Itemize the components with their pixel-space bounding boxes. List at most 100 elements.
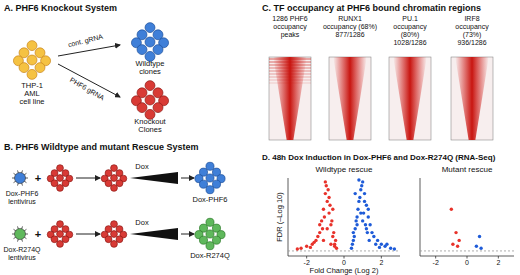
- label: Clones: [138, 125, 162, 134]
- heatmap-signal: [393, 57, 427, 140]
- gene-point: [333, 245, 336, 248]
- gene-point: [378, 246, 381, 249]
- gene-point: [329, 243, 332, 246]
- x-tick-label: -2: [304, 259, 310, 266]
- gene-point: [326, 188, 329, 191]
- cell: [111, 175, 118, 182]
- gene-point: [331, 208, 334, 211]
- x-tick-label: 2: [379, 259, 383, 266]
- label: Dox: [135, 162, 149, 171]
- label: PHF6 gRNA: [68, 76, 106, 102]
- gene-point: [351, 243, 354, 246]
- signal-row: [269, 77, 311, 78]
- chart-title: Wildtype rescue: [316, 165, 373, 174]
- arrow: [181, 178, 194, 179]
- signal-band: [393, 57, 427, 140]
- signal-row: [269, 62, 311, 63]
- label: 1028/1286: [393, 39, 426, 46]
- gene-point: [358, 196, 361, 199]
- arrow: [76, 178, 100, 179]
- red-cells: [47, 165, 73, 192]
- gene-point: [456, 245, 459, 248]
- gene-point: [454, 231, 457, 234]
- series: [475, 235, 483, 250]
- cell: [57, 231, 64, 238]
- cell: [206, 174, 214, 182]
- gene-point: [324, 180, 327, 183]
- series: [296, 180, 339, 250]
- gene-point: [318, 231, 321, 234]
- gene-point: [305, 245, 308, 248]
- heatmap-frame: [389, 57, 431, 140]
- gene-point: [370, 231, 373, 234]
- gene-point: [457, 239, 460, 242]
- gene-point: [360, 184, 363, 187]
- gene-point: [350, 247, 353, 250]
- cell: [145, 81, 155, 91]
- cell: [51, 180, 58, 187]
- gene-point: [328, 204, 331, 207]
- label: cell line: [19, 97, 44, 106]
- label: occupancy (68%): [323, 23, 377, 31]
- cell: [62, 180, 69, 187]
- virus: [12, 170, 28, 185]
- plot-area: [420, 208, 514, 251]
- heatmap-signal: [269, 57, 311, 140]
- series: [350, 178, 396, 250]
- gene-point: [450, 208, 453, 211]
- label: lentivirus: [8, 198, 36, 205]
- panel-title: D. 48h Dox Induction in Dox-PHF6 and Dox…: [262, 153, 496, 162]
- label: Dox: [135, 218, 149, 227]
- gene-point: [330, 219, 333, 222]
- heatmap-signal: [455, 57, 489, 140]
- signal-band: [455, 57, 489, 140]
- cell: [206, 242, 214, 250]
- cell: [137, 103, 147, 113]
- label: IRF8: [464, 15, 479, 22]
- cell: [206, 186, 214, 194]
- gene-point: [327, 196, 330, 199]
- signal-row: [269, 59, 311, 60]
- gene-point: [389, 247, 392, 250]
- label: Dox-PHF6: [192, 195, 227, 204]
- gene-point: [354, 192, 357, 195]
- label: cont. gRNA: [67, 33, 104, 50]
- gene-point: [323, 215, 326, 218]
- gene-point: [365, 204, 368, 207]
- gene-point: [331, 235, 334, 238]
- gene-point: [385, 243, 388, 246]
- heatmap-signal: [333, 57, 367, 140]
- fdr-threshold: [420, 250, 514, 251]
- chart-title: Mutant rescue: [442, 165, 493, 174]
- plus: +: [35, 172, 41, 184]
- label: 877/1286: [335, 31, 364, 38]
- signal-row: [269, 74, 311, 75]
- cell: [116, 236, 123, 243]
- cell: [145, 95, 155, 105]
- cell: [51, 236, 58, 243]
- signal-row: [269, 83, 311, 84]
- gene-point: [334, 239, 337, 242]
- signal-row: [269, 71, 311, 72]
- gene-point: [320, 219, 323, 222]
- cell: [206, 230, 214, 238]
- cell: [57, 165, 64, 172]
- heatmap-frame: [269, 57, 311, 140]
- cell: [62, 236, 69, 243]
- gene-point: [332, 231, 335, 234]
- wildtype-clones: [131, 23, 168, 62]
- volcano-plot: Mutant rescue-202: [420, 165, 514, 266]
- gene-point: [296, 247, 299, 250]
- cell: [27, 69, 37, 79]
- gene-point: [326, 227, 329, 230]
- panel-title: B. PHF6 Wildtype and mutant Rescue Syste…: [4, 142, 198, 152]
- dox-wedge: [130, 172, 178, 184]
- gene-point: [368, 223, 371, 226]
- cell: [145, 23, 155, 33]
- gene-point: [367, 208, 370, 211]
- cell: [111, 221, 118, 228]
- label: clones: [139, 67, 161, 76]
- y-axis-label: FDR (–Log 10): [275, 192, 284, 242]
- cell: [212, 236, 220, 244]
- cell: [137, 45, 147, 55]
